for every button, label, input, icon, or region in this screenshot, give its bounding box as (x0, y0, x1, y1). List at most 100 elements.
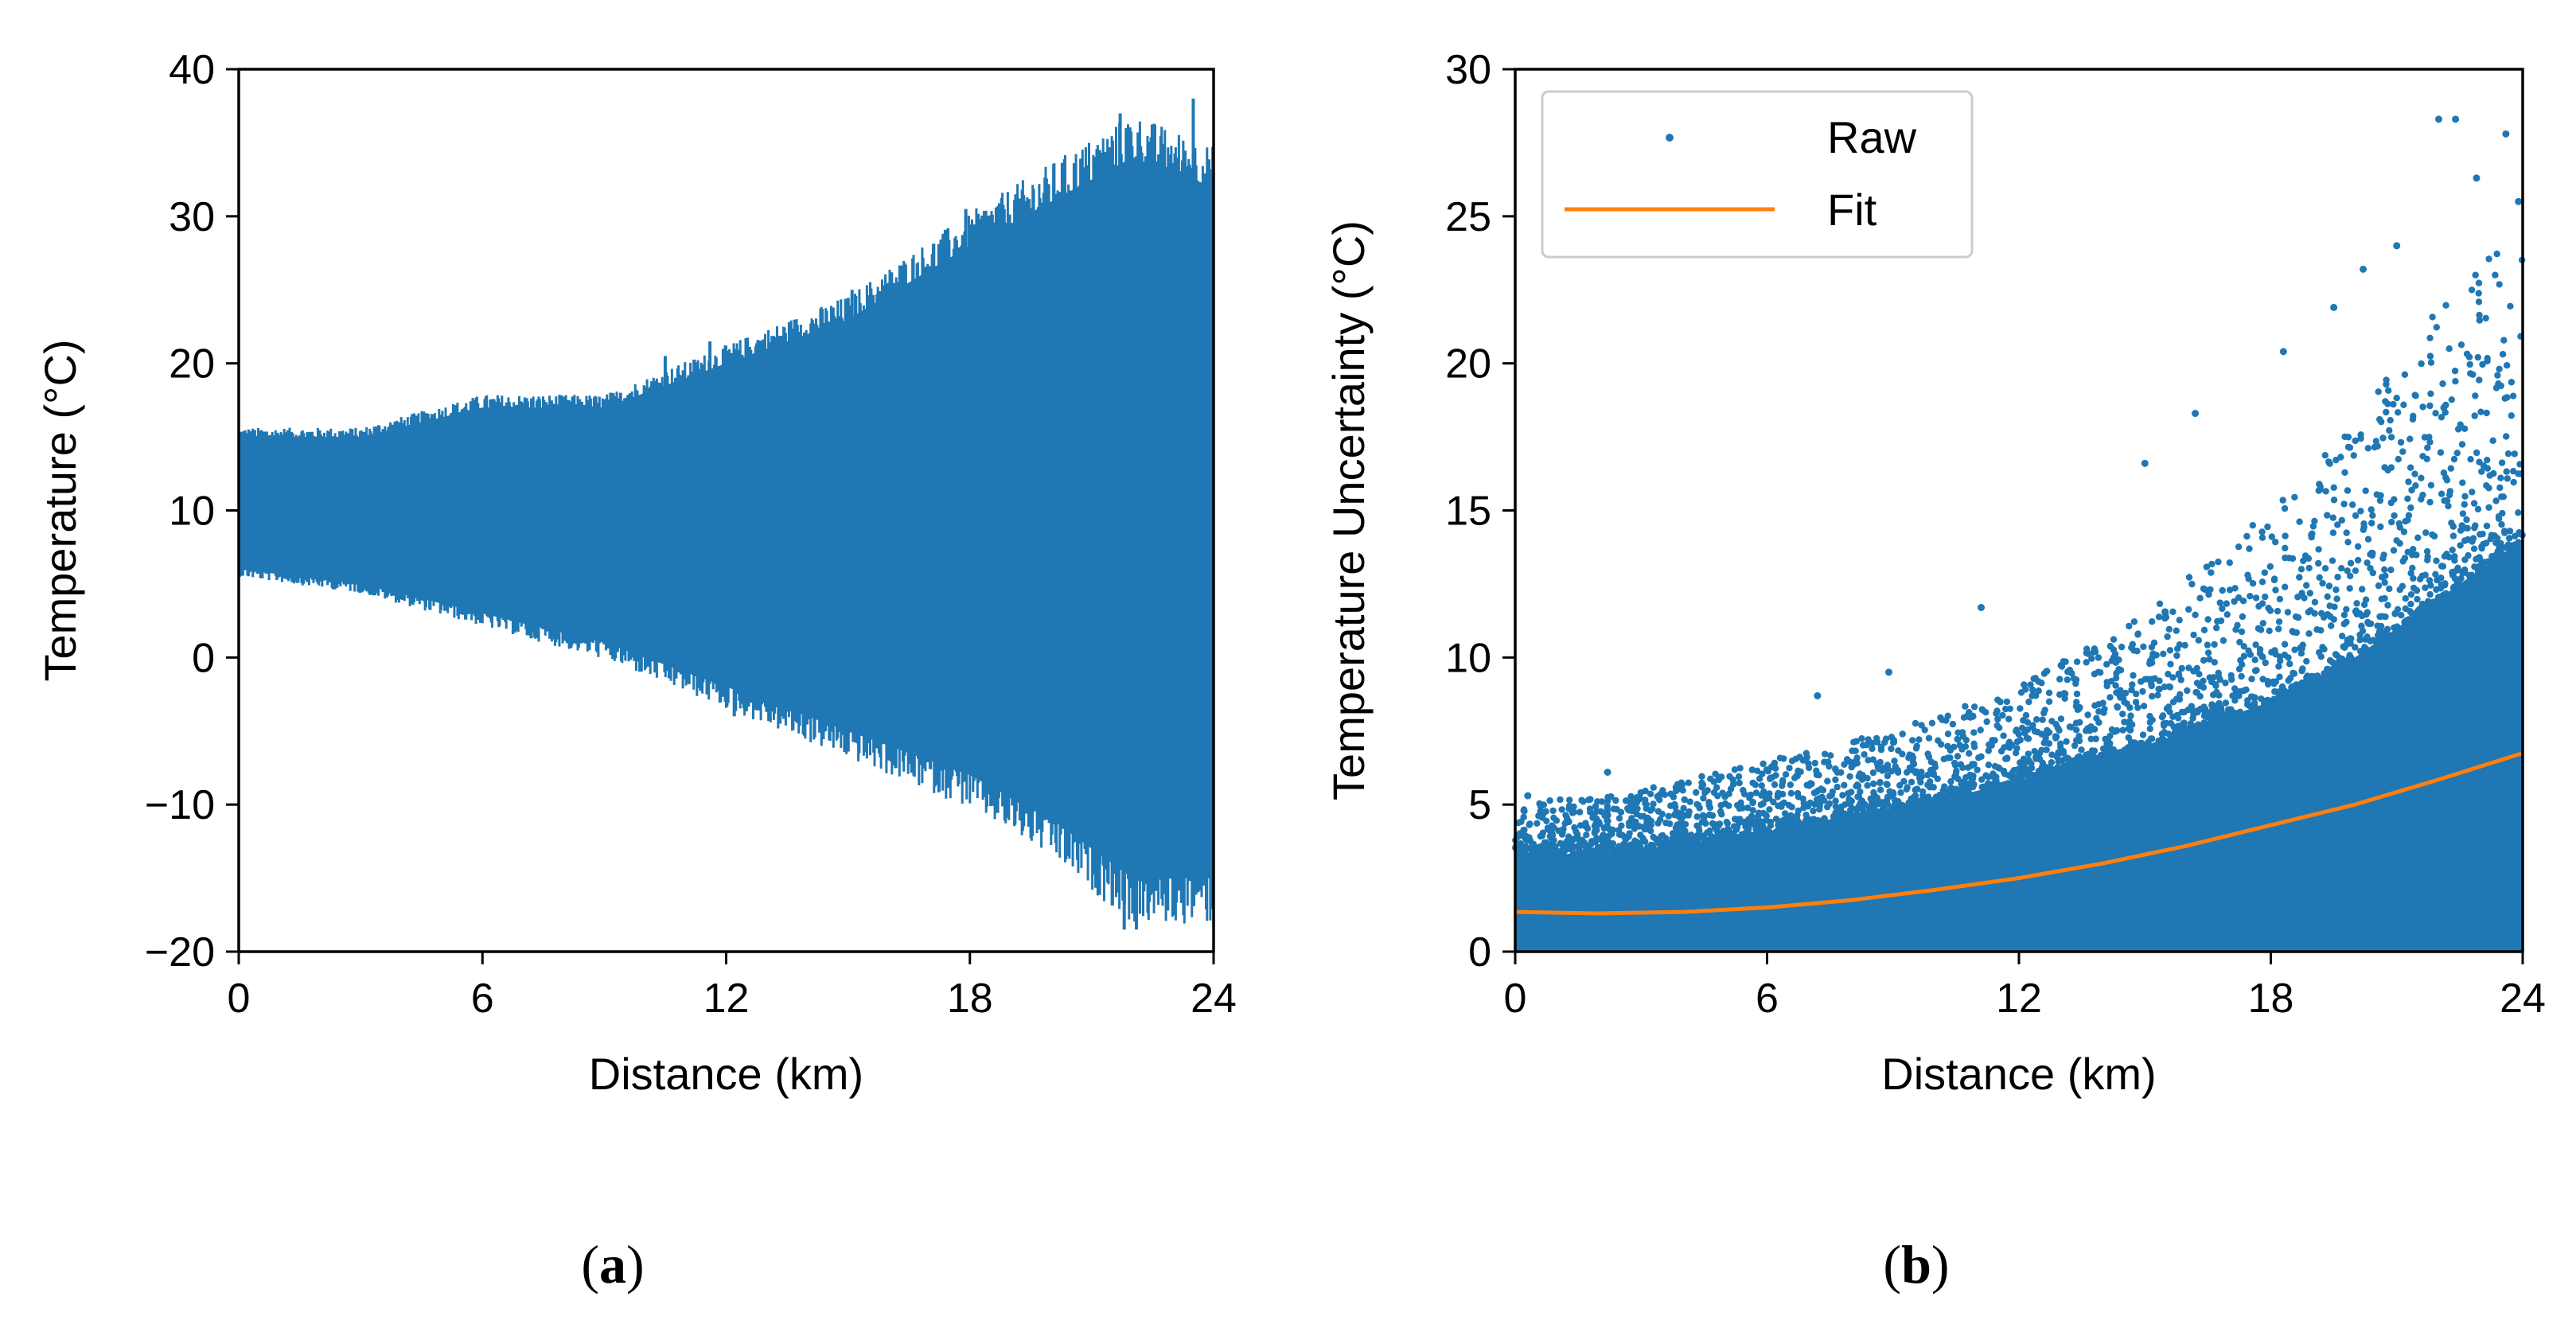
raw-point (2173, 695, 2180, 703)
raw-point (2284, 609, 2292, 616)
raw-point (1803, 781, 1810, 789)
raw-point (2451, 557, 2458, 564)
raw-point (2208, 701, 2216, 708)
raw-point (2474, 353, 2481, 361)
raw-point (1978, 603, 1986, 611)
raw-point (2106, 732, 2114, 740)
raw-point (2308, 532, 2315, 539)
raw-point (1846, 773, 1853, 780)
raw-point (2482, 539, 2490, 547)
raw-point (2383, 625, 2391, 633)
raw-point (2226, 586, 2234, 594)
raw-point (2329, 514, 2336, 521)
raw-point (2445, 491, 2453, 499)
raw-point (2130, 618, 2138, 625)
raw-point (2496, 365, 2503, 372)
raw-point (2410, 546, 2417, 553)
raw-point (2235, 594, 2243, 602)
raw-point (2009, 769, 2016, 777)
raw-point (1698, 784, 1705, 791)
raw-point (1918, 773, 1925, 781)
raw-point (1744, 830, 1752, 838)
raw-point (2457, 341, 2465, 349)
raw-point (2226, 559, 2233, 567)
raw-point (1935, 737, 1942, 744)
raw-point (1811, 759, 1818, 767)
raw-point (1540, 809, 1547, 817)
raw-point (2212, 682, 2219, 689)
raw-point (2476, 555, 2484, 563)
raw-point (1915, 736, 1923, 743)
raw-point (1647, 817, 1655, 825)
raw-point (1731, 816, 1739, 823)
raw-point (1853, 754, 1861, 761)
raw-point (2387, 417, 2394, 424)
raw-point (2344, 487, 2352, 494)
raw-point (2405, 616, 2412, 623)
raw-point (2112, 682, 2119, 689)
raw-point (2376, 415, 2383, 423)
raw-point (2121, 746, 2129, 754)
raw-point (1839, 792, 1846, 799)
raw-point (2259, 653, 2266, 660)
raw-point (2288, 683, 2295, 691)
raw-point (1956, 742, 1963, 749)
raw-point (2249, 522, 2256, 529)
raw-point (1650, 784, 1657, 791)
raw-point (2319, 579, 2326, 587)
raw-point (1659, 787, 1666, 794)
raw-point (1615, 815, 1623, 822)
raw-point (2396, 586, 2403, 594)
raw-point (2504, 362, 2511, 369)
raw-point (2203, 563, 2211, 571)
raw-point (2476, 458, 2483, 465)
raw-point (2231, 585, 2239, 592)
x-tick-label: 24 (2500, 976, 2546, 1022)
raw-point (2482, 314, 2489, 322)
raw-point (1534, 820, 1541, 828)
raw-point (1985, 747, 1992, 754)
raw-point (1852, 747, 1859, 754)
raw-point (2201, 586, 2209, 594)
raw-point (2091, 648, 2099, 656)
raw-point (1615, 831, 1623, 839)
raw-point (2364, 609, 2371, 616)
raw-point (2228, 676, 2235, 683)
x-axis-label: Distance (km) (1881, 1049, 2156, 1099)
raw-point (2006, 705, 2013, 712)
y-axis-label: Temperature Uncertainty (°C) (1323, 220, 1374, 800)
raw-point (1822, 750, 1829, 757)
raw-point (1658, 832, 1665, 840)
raw-point (2196, 594, 2204, 602)
raw-point (2453, 450, 2461, 457)
raw-point (2395, 455, 2402, 463)
raw-point (1657, 816, 1664, 824)
raw-point (2236, 638, 2243, 646)
raw-point (1928, 719, 1936, 726)
raw-point (1774, 791, 1782, 798)
raw-point (1785, 817, 1793, 824)
raw-point (2416, 575, 2424, 582)
raw-point (2276, 673, 2283, 680)
raw-point (2092, 735, 2099, 742)
raw-point (2511, 532, 2519, 539)
raw-point (2386, 585, 2393, 593)
raw-point (2281, 504, 2289, 512)
raw-point (1931, 763, 1939, 771)
raw-point (2303, 657, 2310, 665)
raw-point (2511, 450, 2518, 458)
raw-point (1592, 820, 1600, 827)
raw-point (2200, 719, 2208, 726)
raw-point (1647, 828, 1654, 835)
raw-point (2440, 469, 2448, 477)
raw-point (1749, 799, 1756, 807)
raw-point (2038, 746, 2045, 754)
raw-point (2064, 676, 2071, 683)
raw-point (1654, 839, 1662, 847)
raw-point (1939, 716, 1946, 723)
raw-point (1832, 765, 1839, 773)
raw-point (2056, 726, 2063, 734)
raw-point (2017, 736, 2024, 744)
series-trace (237, 121, 1215, 924)
raw-point (2238, 628, 2246, 636)
